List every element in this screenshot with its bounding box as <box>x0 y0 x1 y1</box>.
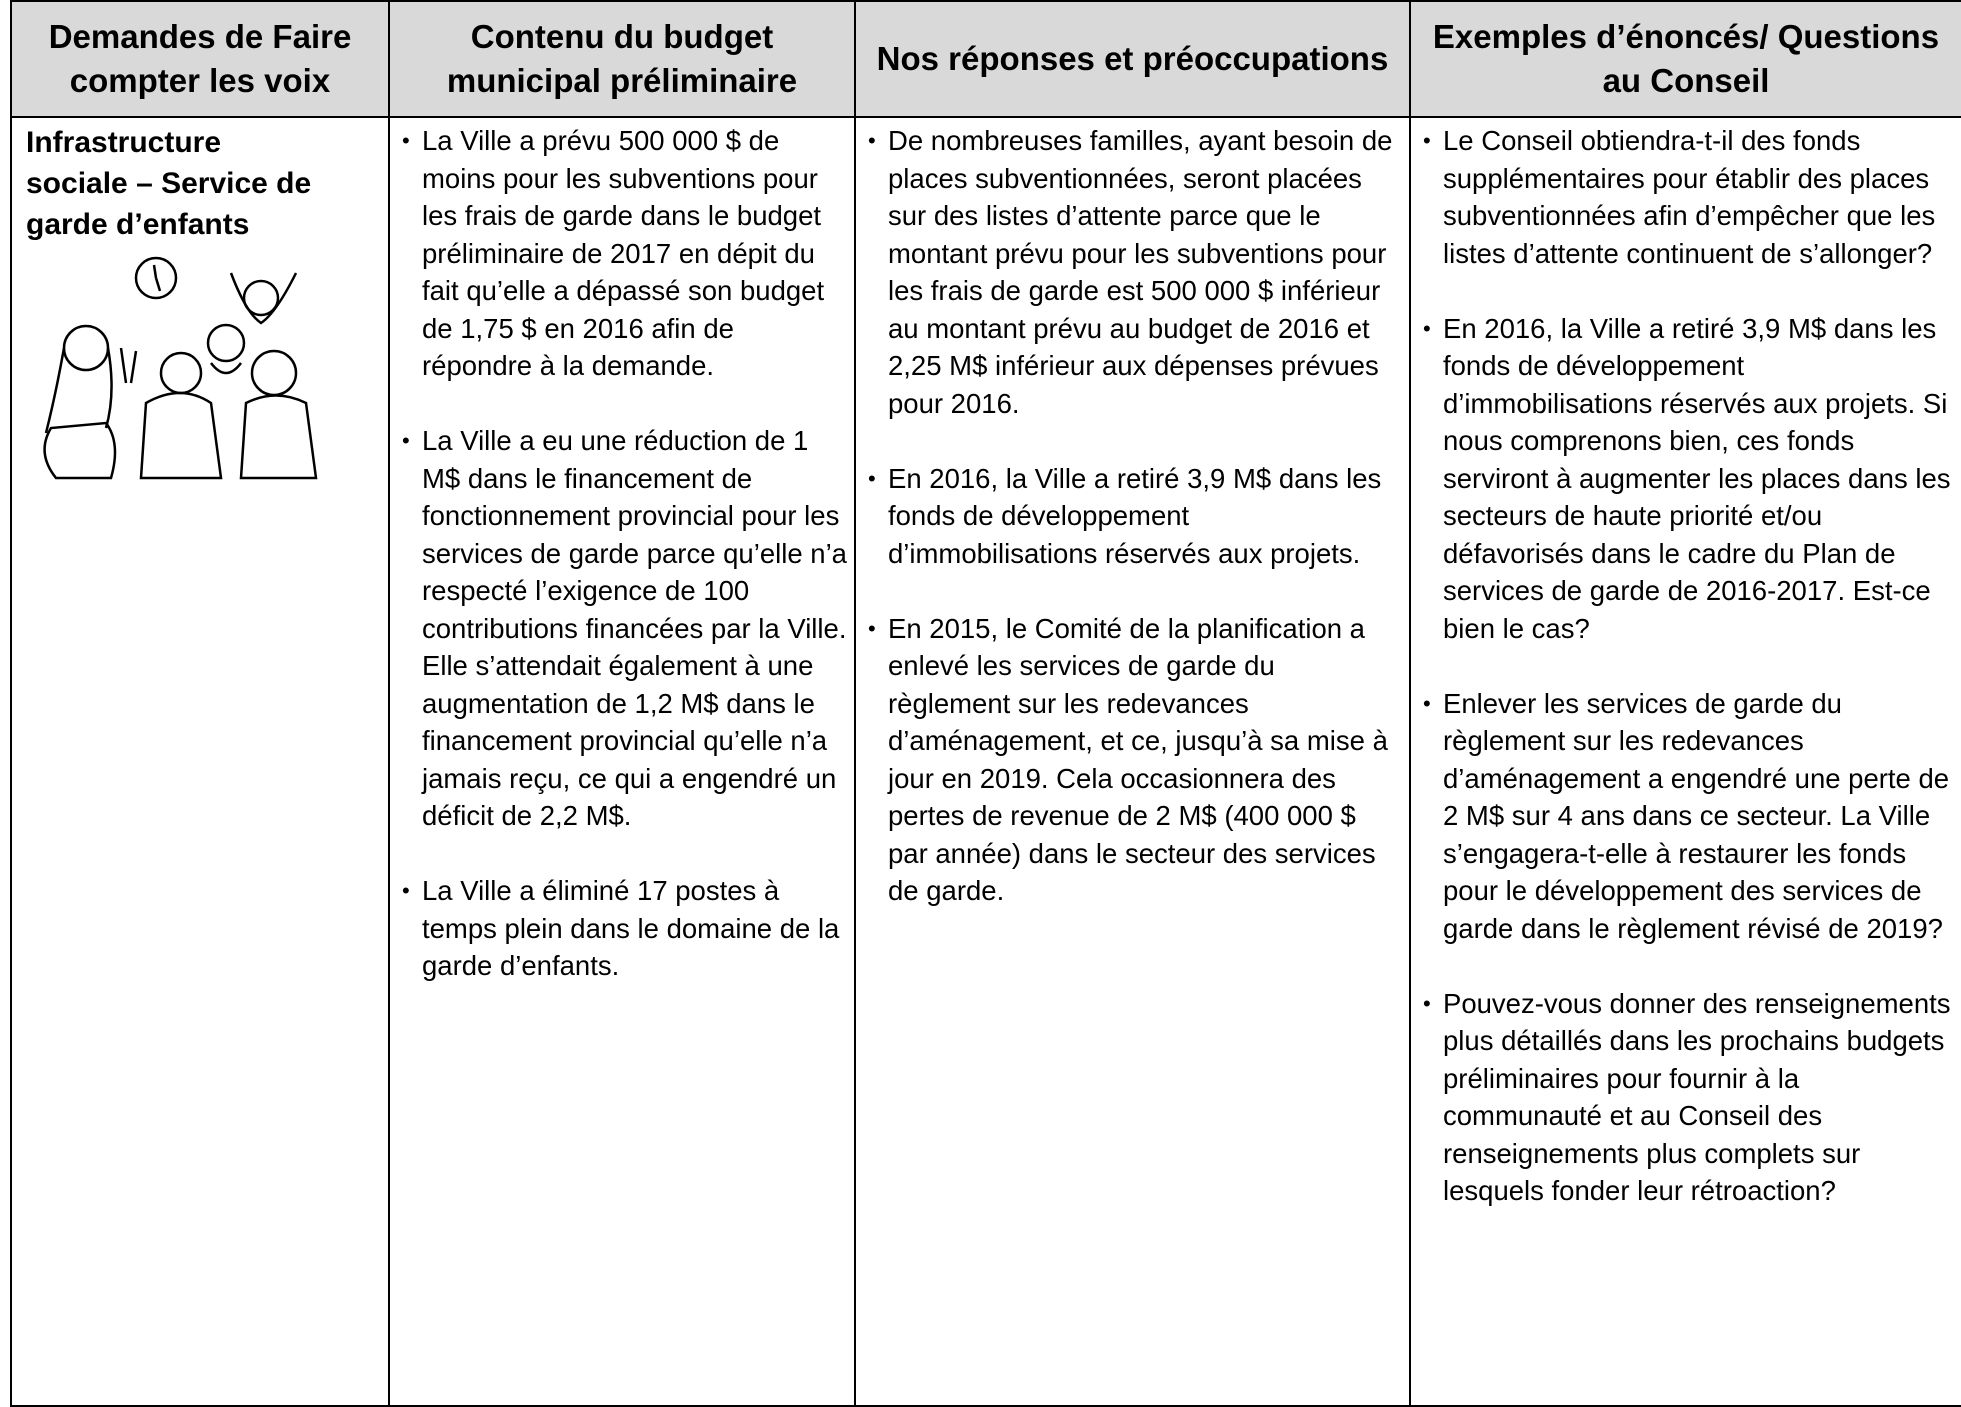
budget-table: Demandes de Faire compter les voix Conte… <box>10 0 1961 1407</box>
bullet-item: De nombreuses familles, ayant besoin de … <box>868 122 1403 422</box>
question-cell: Le Conseil obtiendra-t-il des fonds supp… <box>1409 116 1961 1407</box>
column-header: Exemples d’énoncés/ Questions au Conseil <box>1409 0 1961 118</box>
bullet-item: La Ville a prévu 500 000 $ de moins pour… <box>402 122 848 385</box>
category-title: Infrastructure sociale – Service de gard… <box>26 126 312 241</box>
body-row: Infrastructure sociale – Service de gard… <box>10 116 1961 1407</box>
bullet-item: En 2016, la Ville a retiré 3,9 M$ dans l… <box>868 460 1403 573</box>
illustration <box>43 256 318 480</box>
bullet-item: Enlever les services de garde du règleme… <box>1423 685 1956 948</box>
column-header: Nos réponses et préoccupations <box>854 0 1411 118</box>
bullet-item: Le Conseil obtiendra-t-il des fonds supp… <box>1423 122 1956 272</box>
bullet-item: En 2015, le Comité de la planification a… <box>868 610 1403 910</box>
column-header: Demandes de Faire compter les voix <box>10 0 390 118</box>
budget-cell: La Ville a prévu 500 000 $ de moins pour… <box>388 116 856 1407</box>
bullet-list: La Ville a prévu 500 000 $ de moins pour… <box>396 122 848 985</box>
bullet-item: Pouvez-vous donner des renseignements pl… <box>1423 985 1956 1210</box>
bullet-item: En 2016, la Ville a retiré 3,9 M$ dans l… <box>1423 310 1956 648</box>
bullet-item: La Ville a eu une réduction de 1 M$ dans… <box>402 422 848 835</box>
response-cell: De nombreuses familles, ayant besoin de … <box>854 116 1411 1407</box>
category-cell: Infrastructure sociale – Service de gard… <box>10 116 390 1407</box>
bullet-item: La Ville a éliminé 17 postes à temps ple… <box>402 872 848 985</box>
bullet-list: Le Conseil obtiendra-t-il des fonds supp… <box>1417 122 1956 1210</box>
column-header: Contenu du budget municipal préliminaire <box>388 0 856 118</box>
bullet-list: De nombreuses familles, ayant besoin de … <box>862 122 1403 910</box>
header-row: Demandes de Faire compter les voix Conte… <box>10 0 1961 118</box>
